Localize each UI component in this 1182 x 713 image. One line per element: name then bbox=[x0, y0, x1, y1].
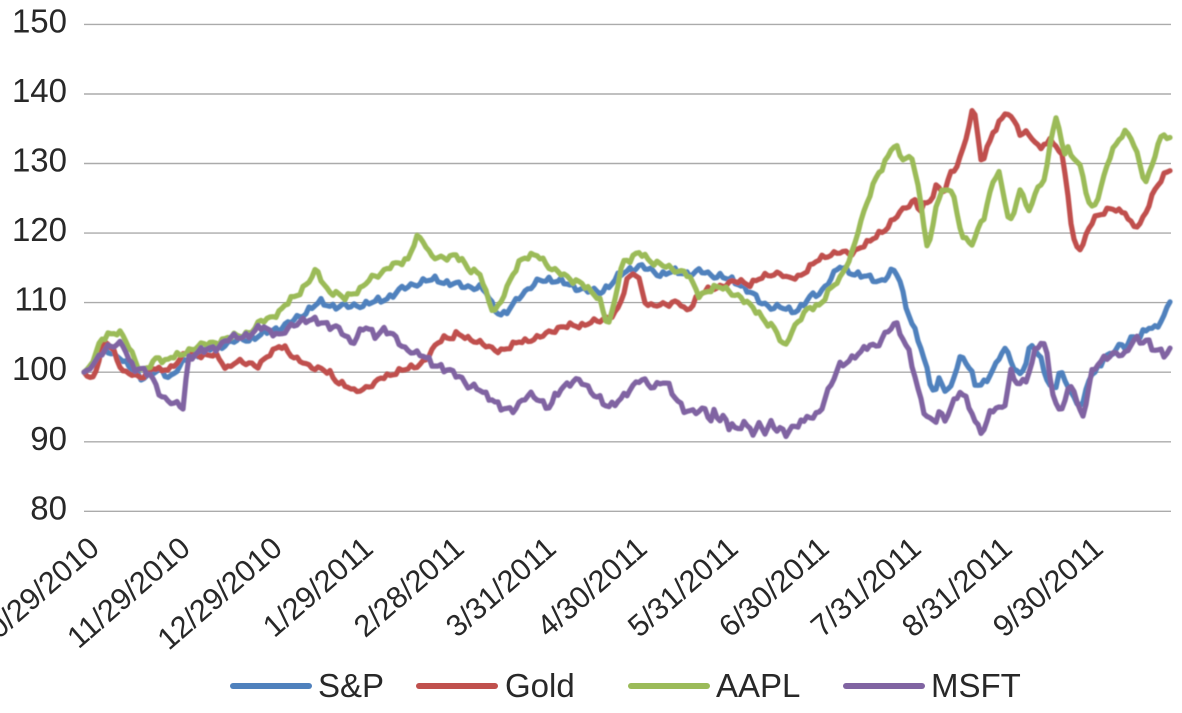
svg-text:100: 100 bbox=[12, 350, 67, 387]
svg-text:AAPL: AAPL bbox=[716, 667, 800, 704]
svg-text:110: 110 bbox=[14, 281, 67, 318]
svg-text:80: 80 bbox=[30, 489, 67, 526]
svg-text:S&P: S&P bbox=[318, 667, 384, 704]
svg-text:150: 150 bbox=[12, 2, 67, 39]
svg-text:140: 140 bbox=[12, 72, 67, 109]
svg-text:90: 90 bbox=[30, 420, 67, 457]
svg-text:MSFT: MSFT bbox=[931, 667, 1021, 704]
svg-text:120: 120 bbox=[12, 211, 67, 248]
svg-text:Gold: Gold bbox=[505, 667, 575, 704]
svg-text:130: 130 bbox=[12, 142, 67, 179]
